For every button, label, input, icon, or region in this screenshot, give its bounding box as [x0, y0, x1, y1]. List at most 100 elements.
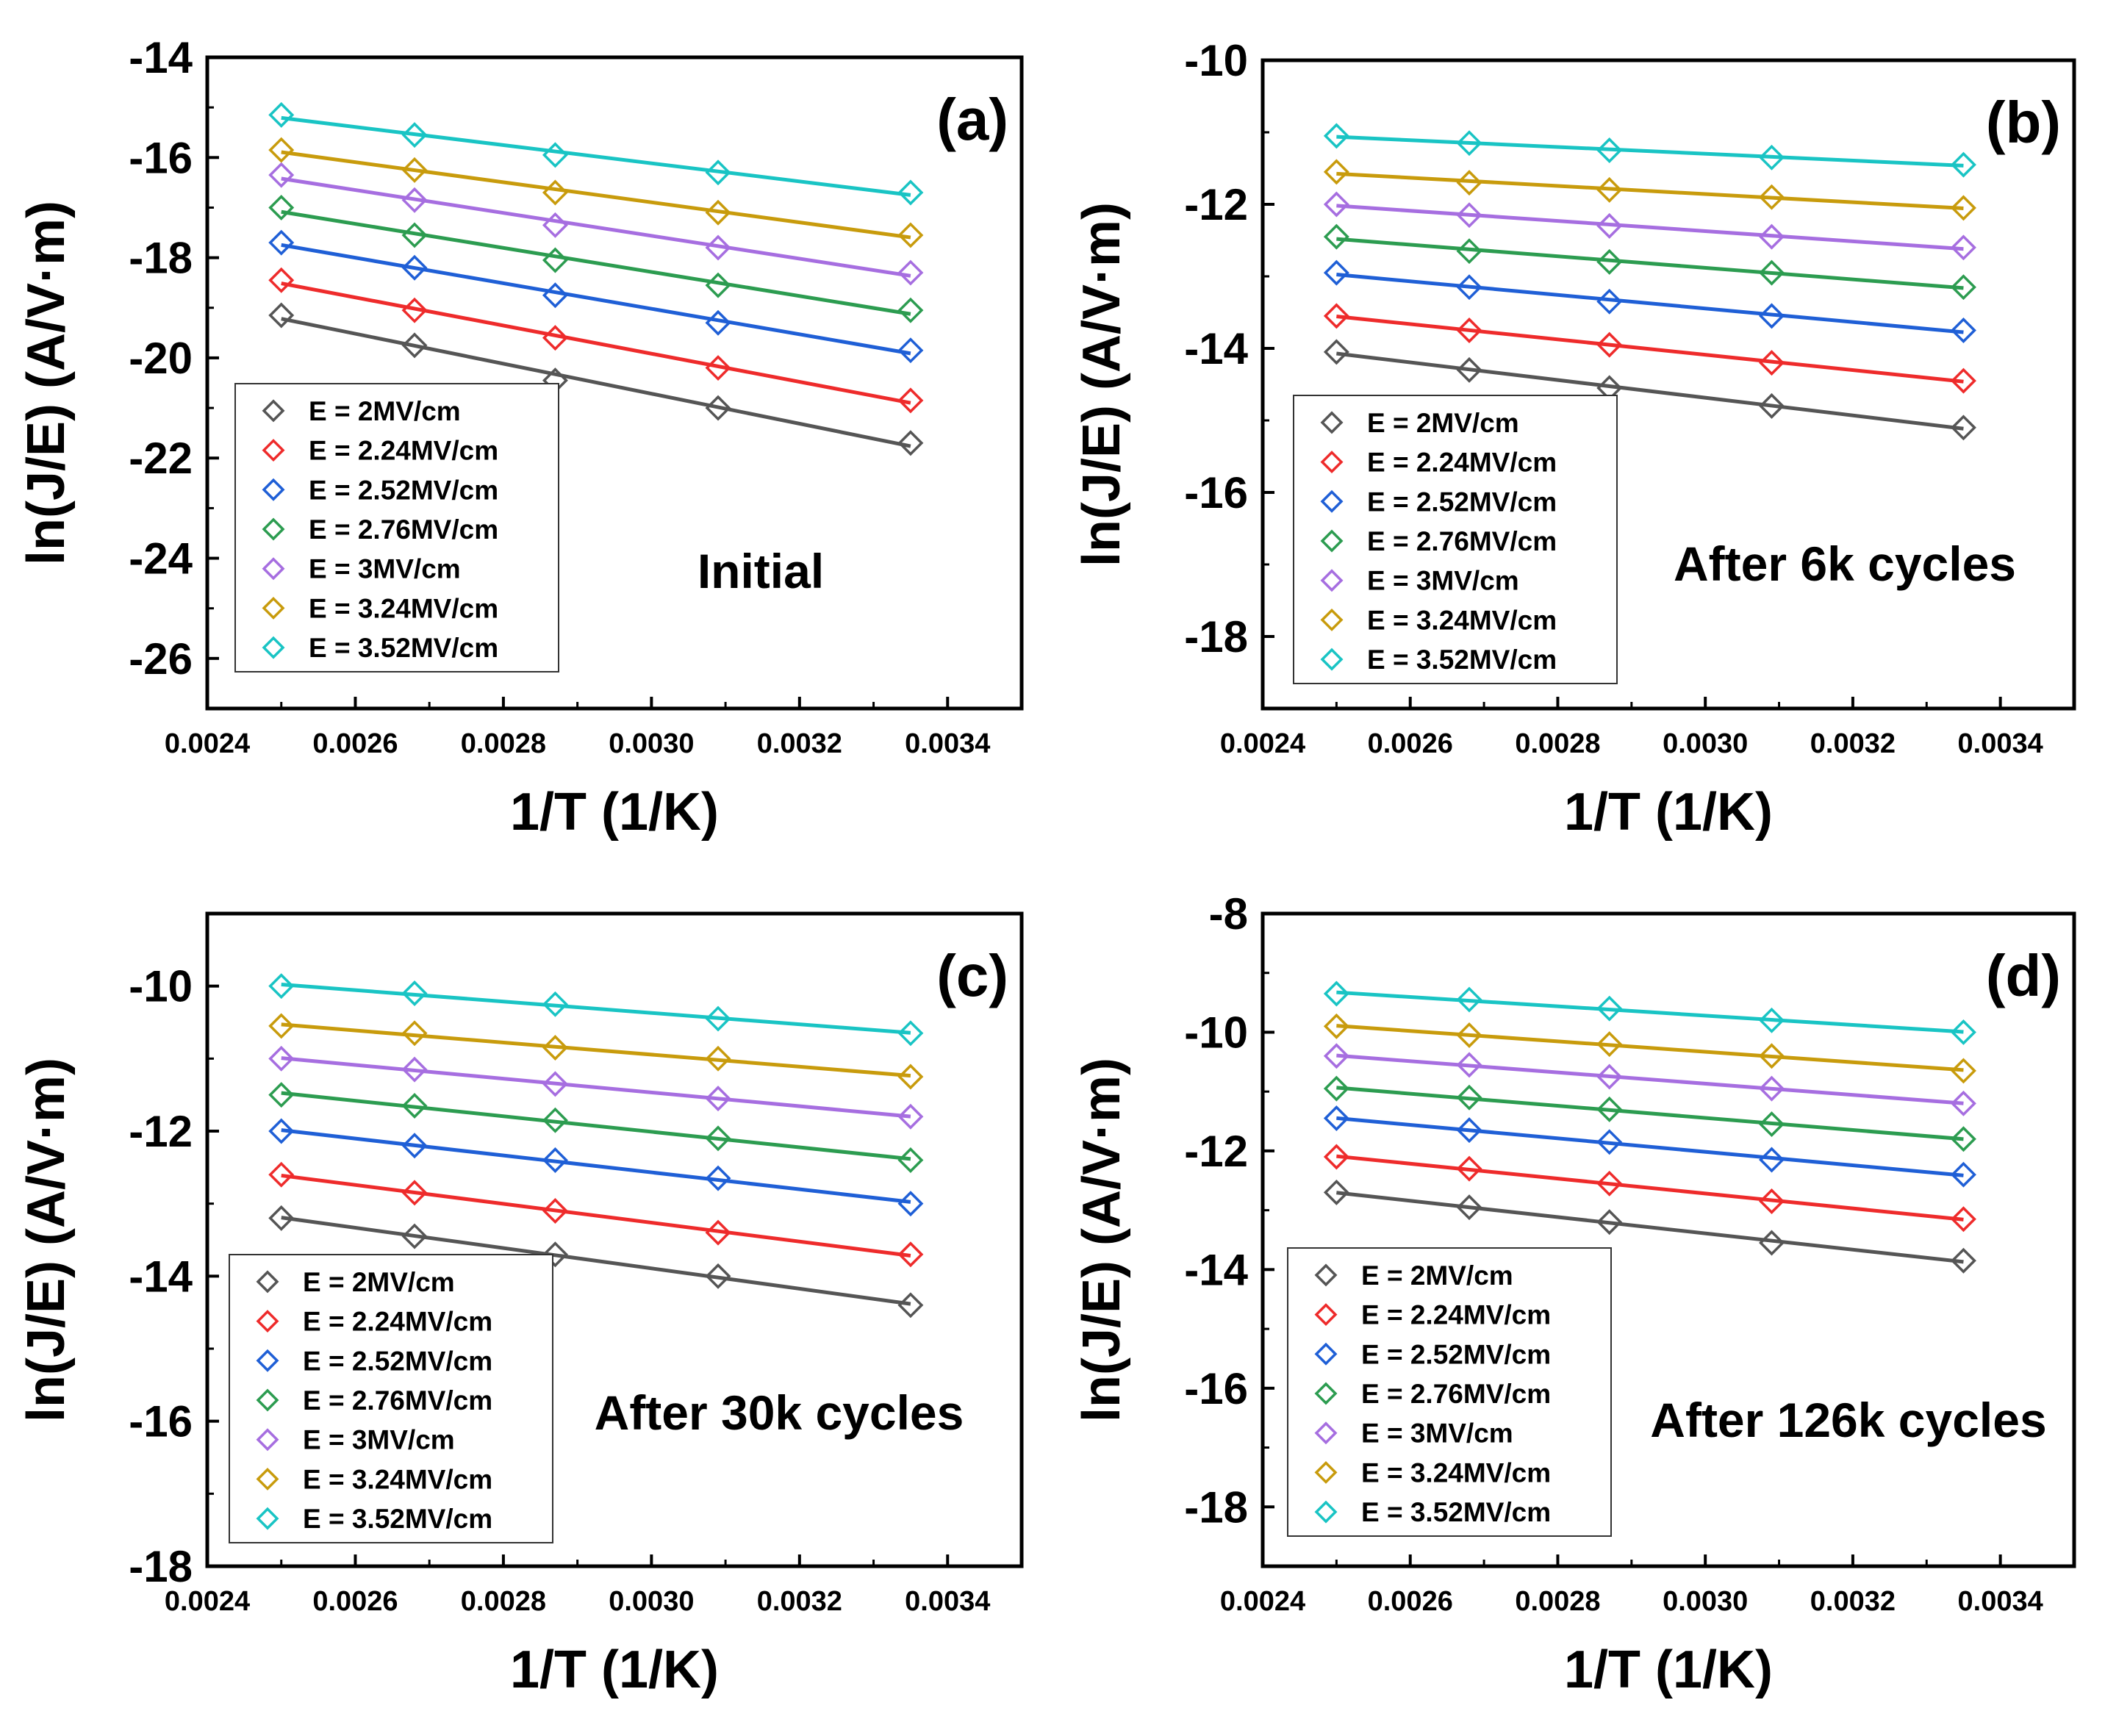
legend: E = 2MV/cm E = 2.24MV/cm E = 2.52MV/cm E = …	[229, 1254, 553, 1543]
x-tick-label: 0.0028	[461, 1586, 546, 1617]
x-tick-label: 0.0034	[1958, 728, 2043, 759]
data-point	[705, 1165, 731, 1191]
legend-label: E = 2MV/cm	[1361, 1260, 1513, 1291]
series-1	[268, 1205, 924, 1319]
data-point	[1759, 144, 1785, 171]
data-point	[1759, 1043, 1785, 1069]
data-point	[1323, 1105, 1349, 1131]
y-axis-title: ln(J/E) (A/V·m)	[17, 201, 76, 565]
y-tick-label: -18	[1184, 612, 1248, 661]
legend-box	[234, 383, 559, 672]
data-point	[705, 1125, 731, 1152]
legend-marker	[256, 1467, 279, 1491]
y-tick-label: -12	[1184, 1127, 1248, 1176]
data-point	[1323, 159, 1349, 185]
series-7	[268, 973, 924, 1047]
data-point	[1950, 274, 1976, 301]
data-point	[542, 325, 568, 351]
data-point	[401, 1133, 428, 1159]
series-6	[268, 137, 924, 248]
data-point	[705, 272, 731, 298]
data-point	[1950, 1206, 1976, 1233]
series-2	[1323, 303, 1976, 394]
y-axis-title: ln(J/E) (A/V·m)	[17, 1058, 76, 1422]
panel-annotation: After 126k cycles	[1650, 1393, 2046, 1447]
data-point	[1456, 274, 1482, 301]
x-tick-label: 0.0028	[461, 728, 546, 759]
data-point	[542, 212, 568, 238]
fit-line	[1336, 273, 1964, 334]
fit-line	[1336, 315, 1964, 384]
data-point	[1456, 1084, 1482, 1111]
data-point	[401, 332, 428, 359]
data-point	[1456, 356, 1482, 383]
data-point	[1323, 980, 1349, 1007]
data-point	[1759, 223, 1785, 250]
data-point	[401, 297, 428, 323]
data-point	[897, 1292, 924, 1319]
data-point	[897, 222, 924, 248]
data-point	[1596, 331, 1623, 358]
data-point	[542, 179, 568, 206]
series-4	[1323, 1075, 1976, 1152]
fit-line	[281, 176, 911, 278]
data-point	[1323, 123, 1349, 149]
data-point	[1596, 995, 1623, 1022]
data-point	[1596, 1170, 1623, 1197]
data-point	[1323, 1144, 1349, 1170]
fit-line	[1336, 1191, 1964, 1264]
legend-marker	[1314, 1342, 1338, 1366]
data-point	[268, 137, 295, 163]
data-point	[542, 142, 568, 168]
legend-marker	[256, 1388, 279, 1412]
x-tick-label: 0.0030	[1663, 1586, 1748, 1617]
panel-a: -14 -16 -18 -20 -22 -24 -26 0.0024 0.0026 0.0028 0…	[17, 33, 1024, 842]
panel-b: -10 -12 -14 -16 -18 0.0024 0.0026 0.0028 0.0030 0…	[1072, 36, 2076, 842]
data-point	[1759, 1147, 1785, 1173]
panel-annotation: After 30k cycles	[595, 1385, 964, 1440]
y-tick-label: -18	[129, 1542, 193, 1591]
legend-label: E = 2.24MV/cm	[303, 1307, 492, 1337]
series-1	[1323, 339, 1976, 441]
fit-line	[281, 115, 911, 197]
y-tick-label: -20	[129, 334, 193, 383]
legend-label: E = 2.76MV/cm	[1367, 526, 1557, 556]
legend: E = 2MV/cm E = 2.24MV/cm E = 2.52MV/cm E = …	[1287, 1247, 1612, 1537]
data-point	[705, 309, 731, 336]
legend-label: E = 2MV/cm	[309, 396, 461, 426]
data-point	[897, 387, 924, 414]
data-point	[1596, 1209, 1623, 1235]
data-point	[705, 199, 731, 226]
series-5	[1323, 191, 1976, 261]
data-point	[1323, 1043, 1349, 1069]
y-tick-label: -16	[129, 133, 193, 182]
legend-marker	[262, 636, 285, 659]
y-tick-label: -24	[129, 534, 193, 584]
legend-marker	[1314, 1460, 1338, 1484]
data-point	[897, 1020, 924, 1047]
x-tick-label: 0.0032	[757, 1586, 842, 1617]
data-point	[897, 179, 924, 206]
data-point	[1596, 176, 1623, 203]
data-point	[268, 162, 295, 188]
data-point	[1950, 1090, 1976, 1116]
data-point	[268, 194, 295, 220]
legend-box	[1287, 1247, 1612, 1537]
series-7	[1323, 980, 1976, 1045]
data-point	[897, 1191, 924, 1217]
legend-marker	[1314, 1263, 1338, 1287]
data-point	[897, 297, 924, 323]
data-point	[1950, 234, 1976, 261]
data-point	[1456, 202, 1482, 229]
data-point	[542, 1147, 568, 1173]
data-point	[542, 1198, 568, 1224]
fit-line	[1336, 237, 1964, 290]
legend-marker	[262, 596, 285, 620]
x-tick-label: 0.0034	[1958, 1586, 2043, 1617]
x-tick-label: 0.0024	[1220, 1586, 1305, 1617]
legend-label: E = 3.52MV/cm	[1367, 645, 1557, 675]
legend-marker	[256, 1507, 279, 1530]
legend-label: E = 3.24MV/cm	[1361, 1457, 1551, 1488]
fit-line	[1336, 1154, 1964, 1222]
